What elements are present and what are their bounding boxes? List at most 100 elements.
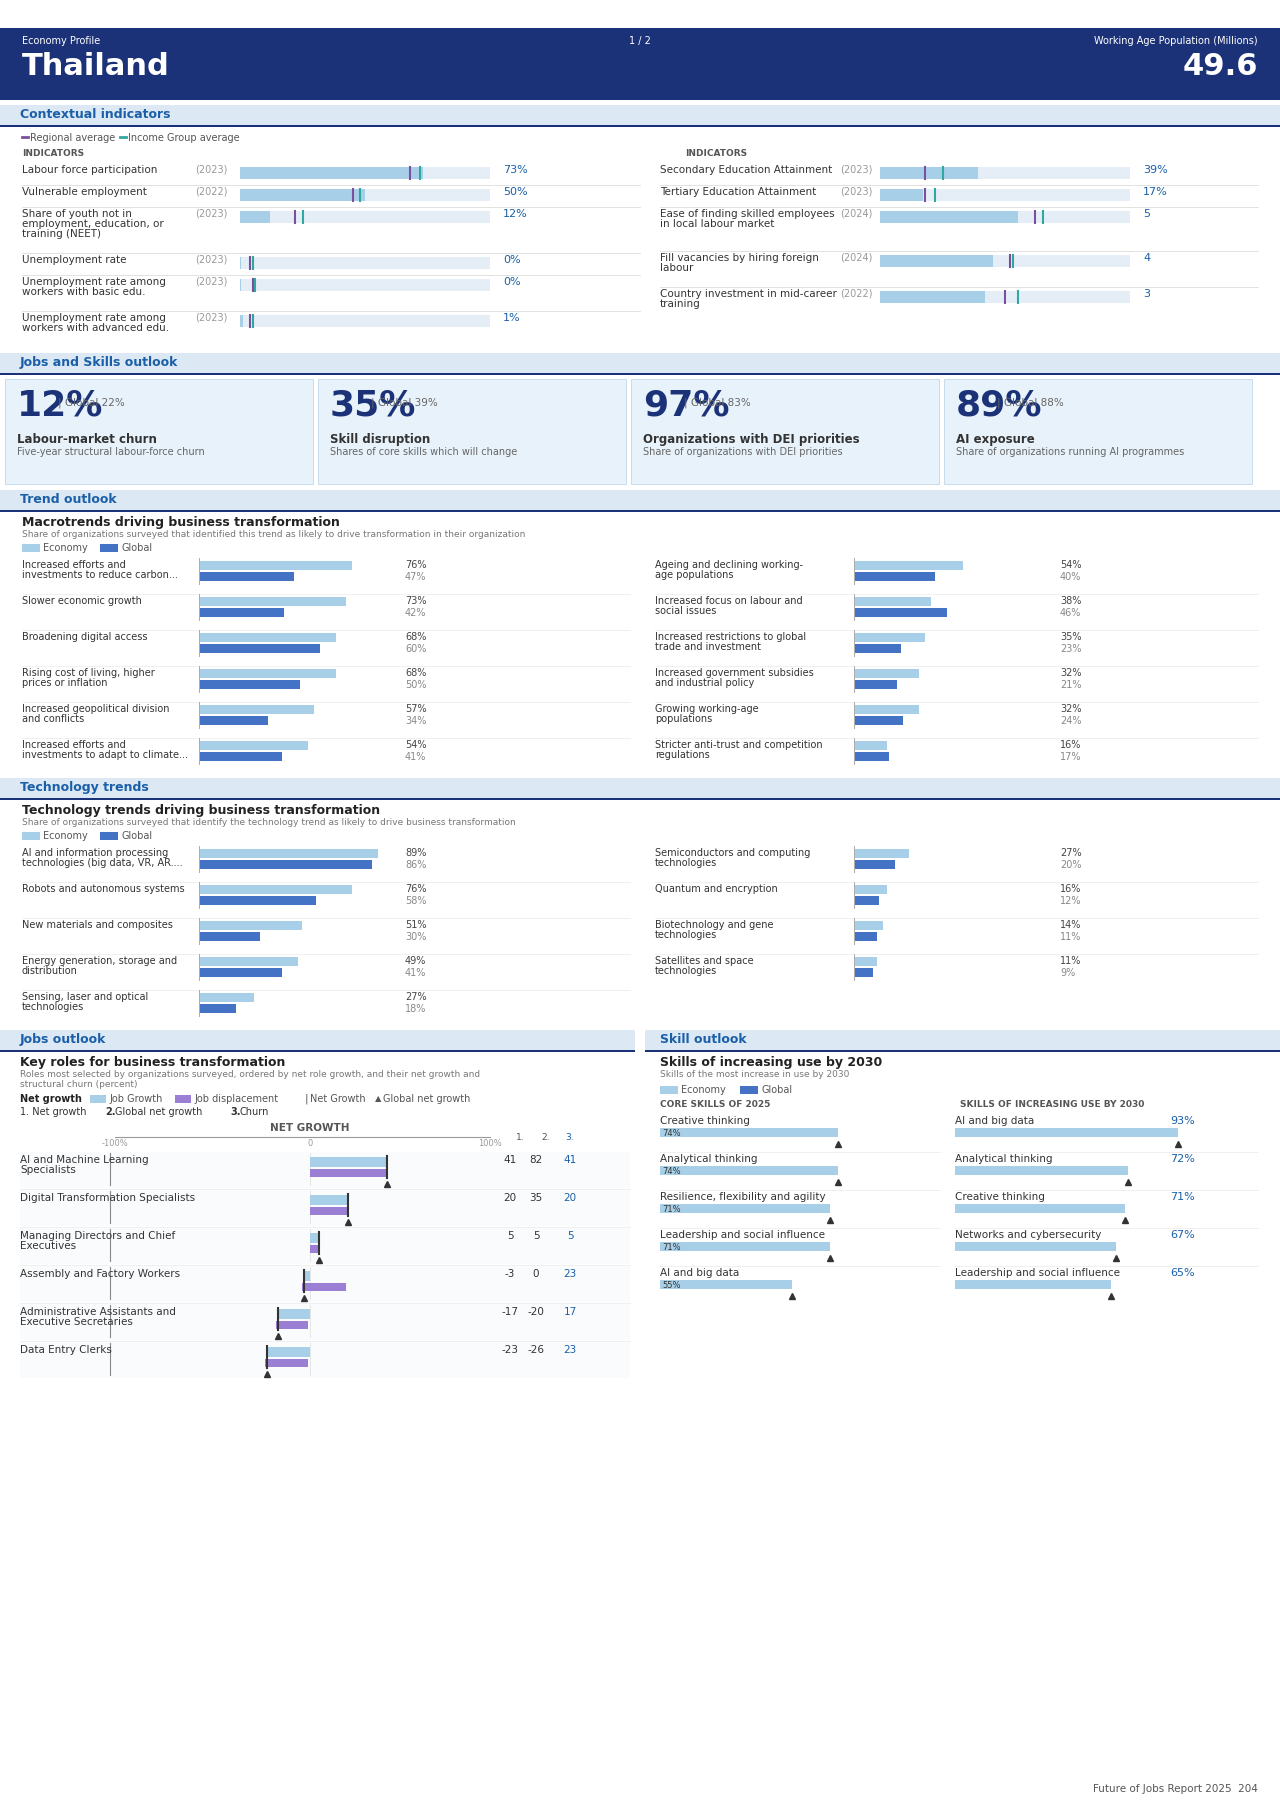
Text: Growing working-age: Growing working-age	[655, 704, 759, 715]
Bar	[200, 753, 282, 762]
Text: INDICATORS: INDICATORS	[22, 148, 84, 157]
Text: Share of organizations surveyed that identify the technology trend as likely to : Share of organizations surveyed that ide…	[22, 818, 516, 827]
Text: Working Age Population (Millions): Working Age Population (Millions)	[1094, 36, 1258, 45]
Text: Skills of the most increase in use by 2030: Skills of the most increase in use by 20…	[660, 1069, 850, 1078]
Text: Specialists: Specialists	[20, 1165, 76, 1176]
Bar	[660, 1085, 678, 1094]
Bar	[241, 188, 490, 201]
Bar	[200, 921, 302, 930]
Bar	[0, 105, 1280, 125]
Text: 58%: 58%	[404, 895, 426, 906]
Text: (2023): (2023)	[195, 165, 228, 175]
Text: trade and investment: trade and investment	[655, 642, 762, 651]
Bar	[265, 1359, 308, 1368]
Text: Organizations with DEI priorities: Organizations with DEI priorities	[643, 432, 860, 447]
Text: | Global 22%: | Global 22%	[58, 396, 124, 407]
Bar	[855, 680, 897, 689]
Text: Leadership and social influence: Leadership and social influence	[660, 1230, 826, 1239]
Text: 71%: 71%	[662, 1205, 681, 1214]
Text: 17: 17	[563, 1306, 576, 1317]
Text: Skill outlook: Skill outlook	[660, 1033, 746, 1046]
Text: Energy generation, storage and: Energy generation, storage and	[22, 955, 177, 966]
Text: social issues: social issues	[655, 606, 717, 617]
Text: Economy: Economy	[44, 543, 88, 554]
Bar	[200, 644, 320, 653]
Text: and industrial policy: and industrial policy	[655, 678, 754, 687]
Text: Jobs and Skills outlook: Jobs and Skills outlook	[20, 356, 178, 369]
Bar	[310, 1169, 387, 1178]
Text: 23%: 23%	[1060, 644, 1082, 655]
Text: Executives: Executives	[20, 1241, 76, 1252]
Text: Stricter anti-trust and competition: Stricter anti-trust and competition	[655, 740, 823, 751]
Text: -20: -20	[527, 1306, 544, 1317]
Text: 54%: 54%	[1060, 561, 1082, 570]
Text: 21%: 21%	[1060, 680, 1082, 689]
Text: ▲: ▲	[375, 1094, 381, 1103]
Text: 3.: 3.	[566, 1132, 575, 1141]
Bar	[855, 859, 895, 868]
Bar	[276, 1321, 308, 1330]
Text: Global net growth: Global net growth	[115, 1107, 202, 1116]
Bar	[855, 561, 963, 570]
Text: Churn: Churn	[241, 1107, 269, 1116]
Text: 40%: 40%	[1060, 572, 1082, 582]
Bar	[855, 742, 887, 751]
Text: 49.6: 49.6	[1183, 52, 1258, 81]
Bar	[310, 1245, 320, 1254]
Text: 20%: 20%	[1060, 859, 1082, 870]
Bar	[855, 633, 925, 642]
Text: NET GROWTH: NET GROWTH	[270, 1123, 349, 1132]
Bar	[241, 212, 490, 223]
Text: Increased efforts and: Increased efforts and	[22, 740, 125, 751]
Text: employment, education, or: employment, education, or	[22, 219, 164, 230]
Text: technologies: technologies	[655, 966, 717, 977]
Text: 4: 4	[1143, 253, 1151, 262]
Text: workers with basic edu.: workers with basic edu.	[22, 288, 146, 297]
Text: (2022): (2022)	[840, 289, 873, 298]
Text: Broadening digital access: Broadening digital access	[22, 631, 147, 642]
Text: SKILLS OF INCREASING USE BY 2030: SKILLS OF INCREASING USE BY 2030	[960, 1100, 1144, 1109]
Bar	[310, 1207, 347, 1216]
Text: Economy: Economy	[681, 1085, 726, 1094]
Text: Country investment in mid-career: Country investment in mid-career	[660, 289, 837, 298]
Bar	[881, 291, 1130, 302]
Text: 71%: 71%	[1170, 1192, 1196, 1201]
Text: Thailand: Thailand	[22, 52, 170, 81]
Text: 100%: 100%	[479, 1140, 502, 1149]
Text: 11%: 11%	[1060, 932, 1082, 942]
Text: 73%: 73%	[404, 595, 426, 606]
Bar	[310, 1234, 320, 1243]
Bar	[278, 1310, 310, 1319]
Bar	[0, 778, 1280, 798]
Bar	[200, 957, 298, 966]
Text: 20: 20	[503, 1192, 517, 1203]
Bar	[881, 255, 992, 268]
Text: (2022): (2022)	[195, 186, 228, 197]
Text: Assembly and Factory Workers: Assembly and Factory Workers	[20, 1268, 180, 1279]
Text: 20: 20	[563, 1192, 576, 1203]
Bar	[241, 279, 490, 291]
Bar	[955, 1167, 1128, 1176]
Bar	[20, 1266, 630, 1302]
Bar	[740, 1085, 758, 1094]
Text: Vulnerable employment: Vulnerable employment	[22, 186, 147, 197]
Text: -100%: -100%	[101, 1140, 128, 1149]
Text: Analytical thinking: Analytical thinking	[660, 1154, 758, 1163]
Text: 39%: 39%	[1143, 165, 1167, 175]
Text: 68%: 68%	[404, 631, 426, 642]
Text: CORE SKILLS OF 2025: CORE SKILLS OF 2025	[660, 1100, 771, 1109]
Bar	[20, 1228, 630, 1264]
Text: (2023): (2023)	[195, 277, 228, 288]
Text: 23: 23	[563, 1346, 576, 1355]
Text: 42%: 42%	[404, 608, 426, 619]
Text: populations: populations	[655, 715, 712, 724]
Text: 65%: 65%	[1170, 1268, 1196, 1277]
Text: Semiconductors and computing: Semiconductors and computing	[655, 848, 810, 857]
Text: 9%: 9%	[1060, 968, 1075, 979]
Text: 18%: 18%	[404, 1004, 426, 1015]
Text: technologies (big data, VR, AR....: technologies (big data, VR, AR....	[22, 857, 183, 868]
Text: 5: 5	[507, 1230, 513, 1241]
Bar	[20, 1304, 630, 1340]
Text: Rising cost of living, higher: Rising cost of living, higher	[22, 668, 155, 678]
Text: 34%: 34%	[404, 716, 426, 725]
